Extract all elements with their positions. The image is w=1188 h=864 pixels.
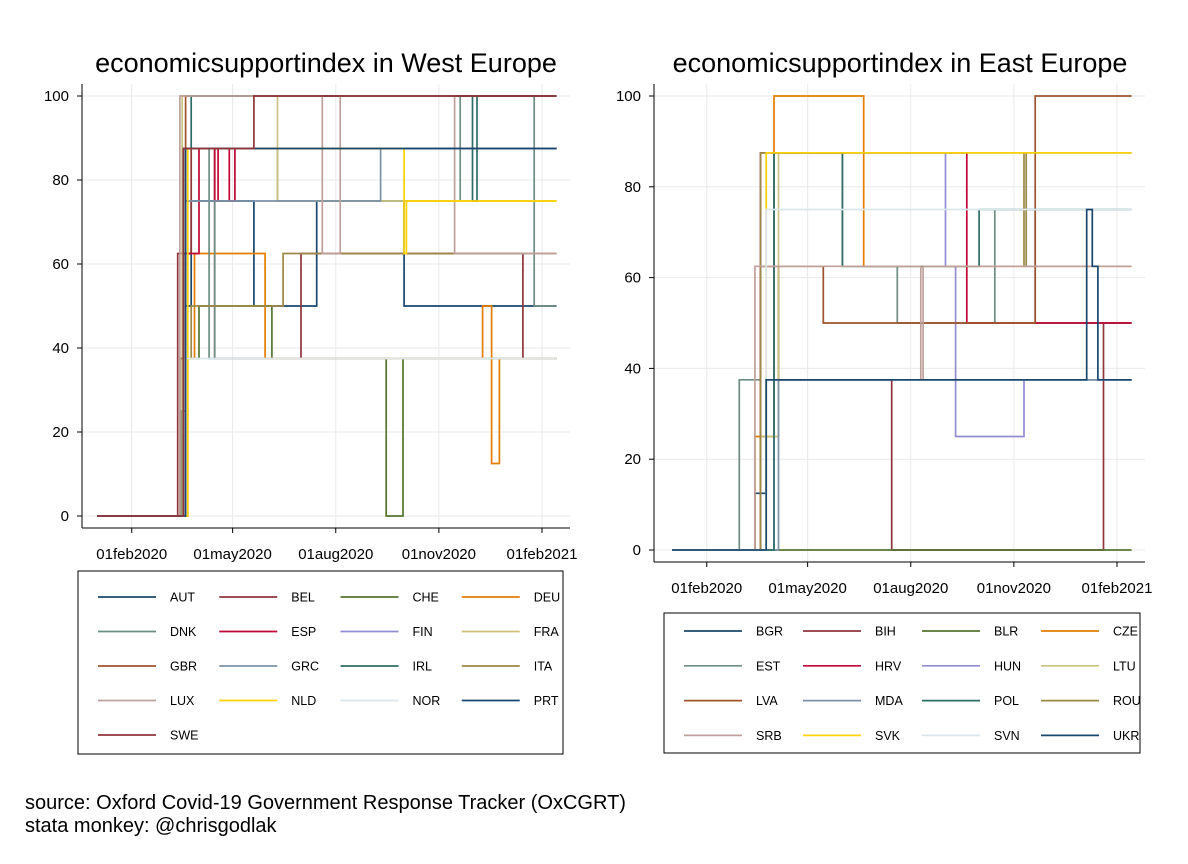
series-line-bih xyxy=(672,265,1132,551)
legend-label-ltu: LTU xyxy=(1113,659,1136,673)
series-line-lux xyxy=(97,95,557,517)
legend-label-mda: MDA xyxy=(875,694,903,708)
legend-label-svn: SVN xyxy=(994,729,1020,743)
series-line-bel xyxy=(97,147,557,517)
y-tick-label: 40 xyxy=(52,340,69,357)
series-line-svk xyxy=(672,151,1132,551)
legend: AUT BEL CHE DEU DNK ESP FIN FRA GBR GRC IRL ITA LUX N… xyxy=(77,570,564,755)
series-line-fin xyxy=(97,147,557,517)
legend-label-bih: BIH xyxy=(875,625,896,639)
legend-label-swe: SWE xyxy=(170,729,198,743)
x-tick-label: 01nov2020 xyxy=(977,580,1051,597)
y-tick-label: 20 xyxy=(52,424,69,441)
y-tick-label: 100 xyxy=(44,88,69,105)
series-line-hrv xyxy=(672,151,1132,551)
legend-label-cze: CZE xyxy=(1113,625,1138,639)
legend-box xyxy=(663,612,1141,754)
legend-label-srb: SRB xyxy=(756,729,782,743)
legend-label-blr: BLR xyxy=(994,625,1018,639)
y-tick-label: 20 xyxy=(624,451,641,468)
legend-label-prt: PRT xyxy=(534,694,559,708)
series-line-ukr xyxy=(672,208,1132,551)
chart-title: economicsupportindex in East Europe xyxy=(673,48,1128,78)
y-tick-label: 0 xyxy=(633,542,641,559)
legend-label-che: CHE xyxy=(413,591,439,605)
legend-label-fra: FRA xyxy=(534,625,560,639)
series-line-bgr xyxy=(672,378,1132,551)
source-note: source: Oxford Covid-19 Government Respo… xyxy=(25,792,626,814)
legend-label-bgr: BGR xyxy=(756,625,783,639)
legend-label-gbr: GBR xyxy=(170,660,197,674)
series-line-prt xyxy=(97,147,557,517)
y-tick-label: 40 xyxy=(624,360,641,377)
series-line-che xyxy=(97,305,557,517)
y-tick-label: 60 xyxy=(624,270,641,287)
legend-label-lva: LVA xyxy=(756,694,778,708)
x-tick-label: 01may2020 xyxy=(768,580,846,597)
legend-label-hun: HUN xyxy=(994,659,1021,673)
x-tick-label: 01aug2020 xyxy=(298,546,373,563)
y-tick-label: 80 xyxy=(624,179,641,196)
legend-label-irl: IRL xyxy=(413,660,433,674)
y-tick-label: 60 xyxy=(52,256,69,273)
x-tick-label: 01feb2020 xyxy=(96,546,167,563)
x-tick-label: 01feb2020 xyxy=(671,580,742,597)
x-tick-label: 01nov2020 xyxy=(402,546,476,563)
series-line-srb xyxy=(672,265,1132,551)
chart-title: economicsupportindex in West Europe xyxy=(95,48,557,78)
legend-label-hrv: HRV xyxy=(875,659,902,673)
series-line-deu xyxy=(97,252,557,517)
legend-label-grc: GRC xyxy=(291,660,319,674)
legend-box xyxy=(77,570,564,755)
legend-label-svk: SVK xyxy=(875,729,901,743)
y-tick-label: 0 xyxy=(61,508,69,525)
x-tick-label: 01feb2021 xyxy=(1082,580,1153,597)
legend-label-pol: POL xyxy=(994,694,1019,708)
y-tick-label: 100 xyxy=(616,88,641,105)
series-line-swe xyxy=(97,95,557,517)
legend-label-esp: ESP xyxy=(291,625,316,639)
series-line-ita xyxy=(97,252,557,517)
legend-label-lux: LUX xyxy=(170,694,195,708)
legend-label-fin: FIN xyxy=(413,625,433,639)
series-line-hun xyxy=(672,151,1132,551)
legend-label-ukr: UKR xyxy=(1113,729,1139,743)
chart-panel-2: economicsupportindex in East Europe 0 20 40… xyxy=(616,48,1153,754)
legend-label-rou: ROU xyxy=(1113,694,1141,708)
x-tick-label: 01may2020 xyxy=(193,546,271,563)
chart-panel-1: economicsupportindex in West Europe 0 20 40… xyxy=(44,48,578,755)
series-line-pol xyxy=(672,151,1132,551)
series-line-mda xyxy=(672,378,1132,551)
legend: BGR BIH BLR CZE EST HRV HUN LTU LVA MDA POL ROU SRB S… xyxy=(663,612,1141,754)
legend-label-nor: NOR xyxy=(413,694,441,708)
series-line-grc xyxy=(97,147,557,517)
series-line-ltu xyxy=(672,151,1132,551)
x-tick-label: 01aug2020 xyxy=(873,580,948,597)
legend-label-aut: AUT xyxy=(170,591,195,605)
x-tick-label: 01feb2021 xyxy=(507,546,578,563)
author-note: stata monkey: @chrisgodlak xyxy=(25,815,277,837)
y-tick-label: 80 xyxy=(52,172,69,189)
series-line-rou xyxy=(672,151,1132,551)
legend-label-est: EST xyxy=(756,659,781,673)
series-line-esp xyxy=(97,147,557,517)
series-line-nor xyxy=(97,357,557,517)
legend-label-bel: BEL xyxy=(291,591,315,605)
series-line-nld xyxy=(97,147,557,517)
legend-label-ita: ITA xyxy=(534,660,553,674)
legend-label-dnk: DNK xyxy=(170,625,197,639)
legend-label-deu: DEU xyxy=(534,591,560,605)
series-line-est xyxy=(672,151,1132,551)
legend-label-nld: NLD xyxy=(291,694,316,708)
